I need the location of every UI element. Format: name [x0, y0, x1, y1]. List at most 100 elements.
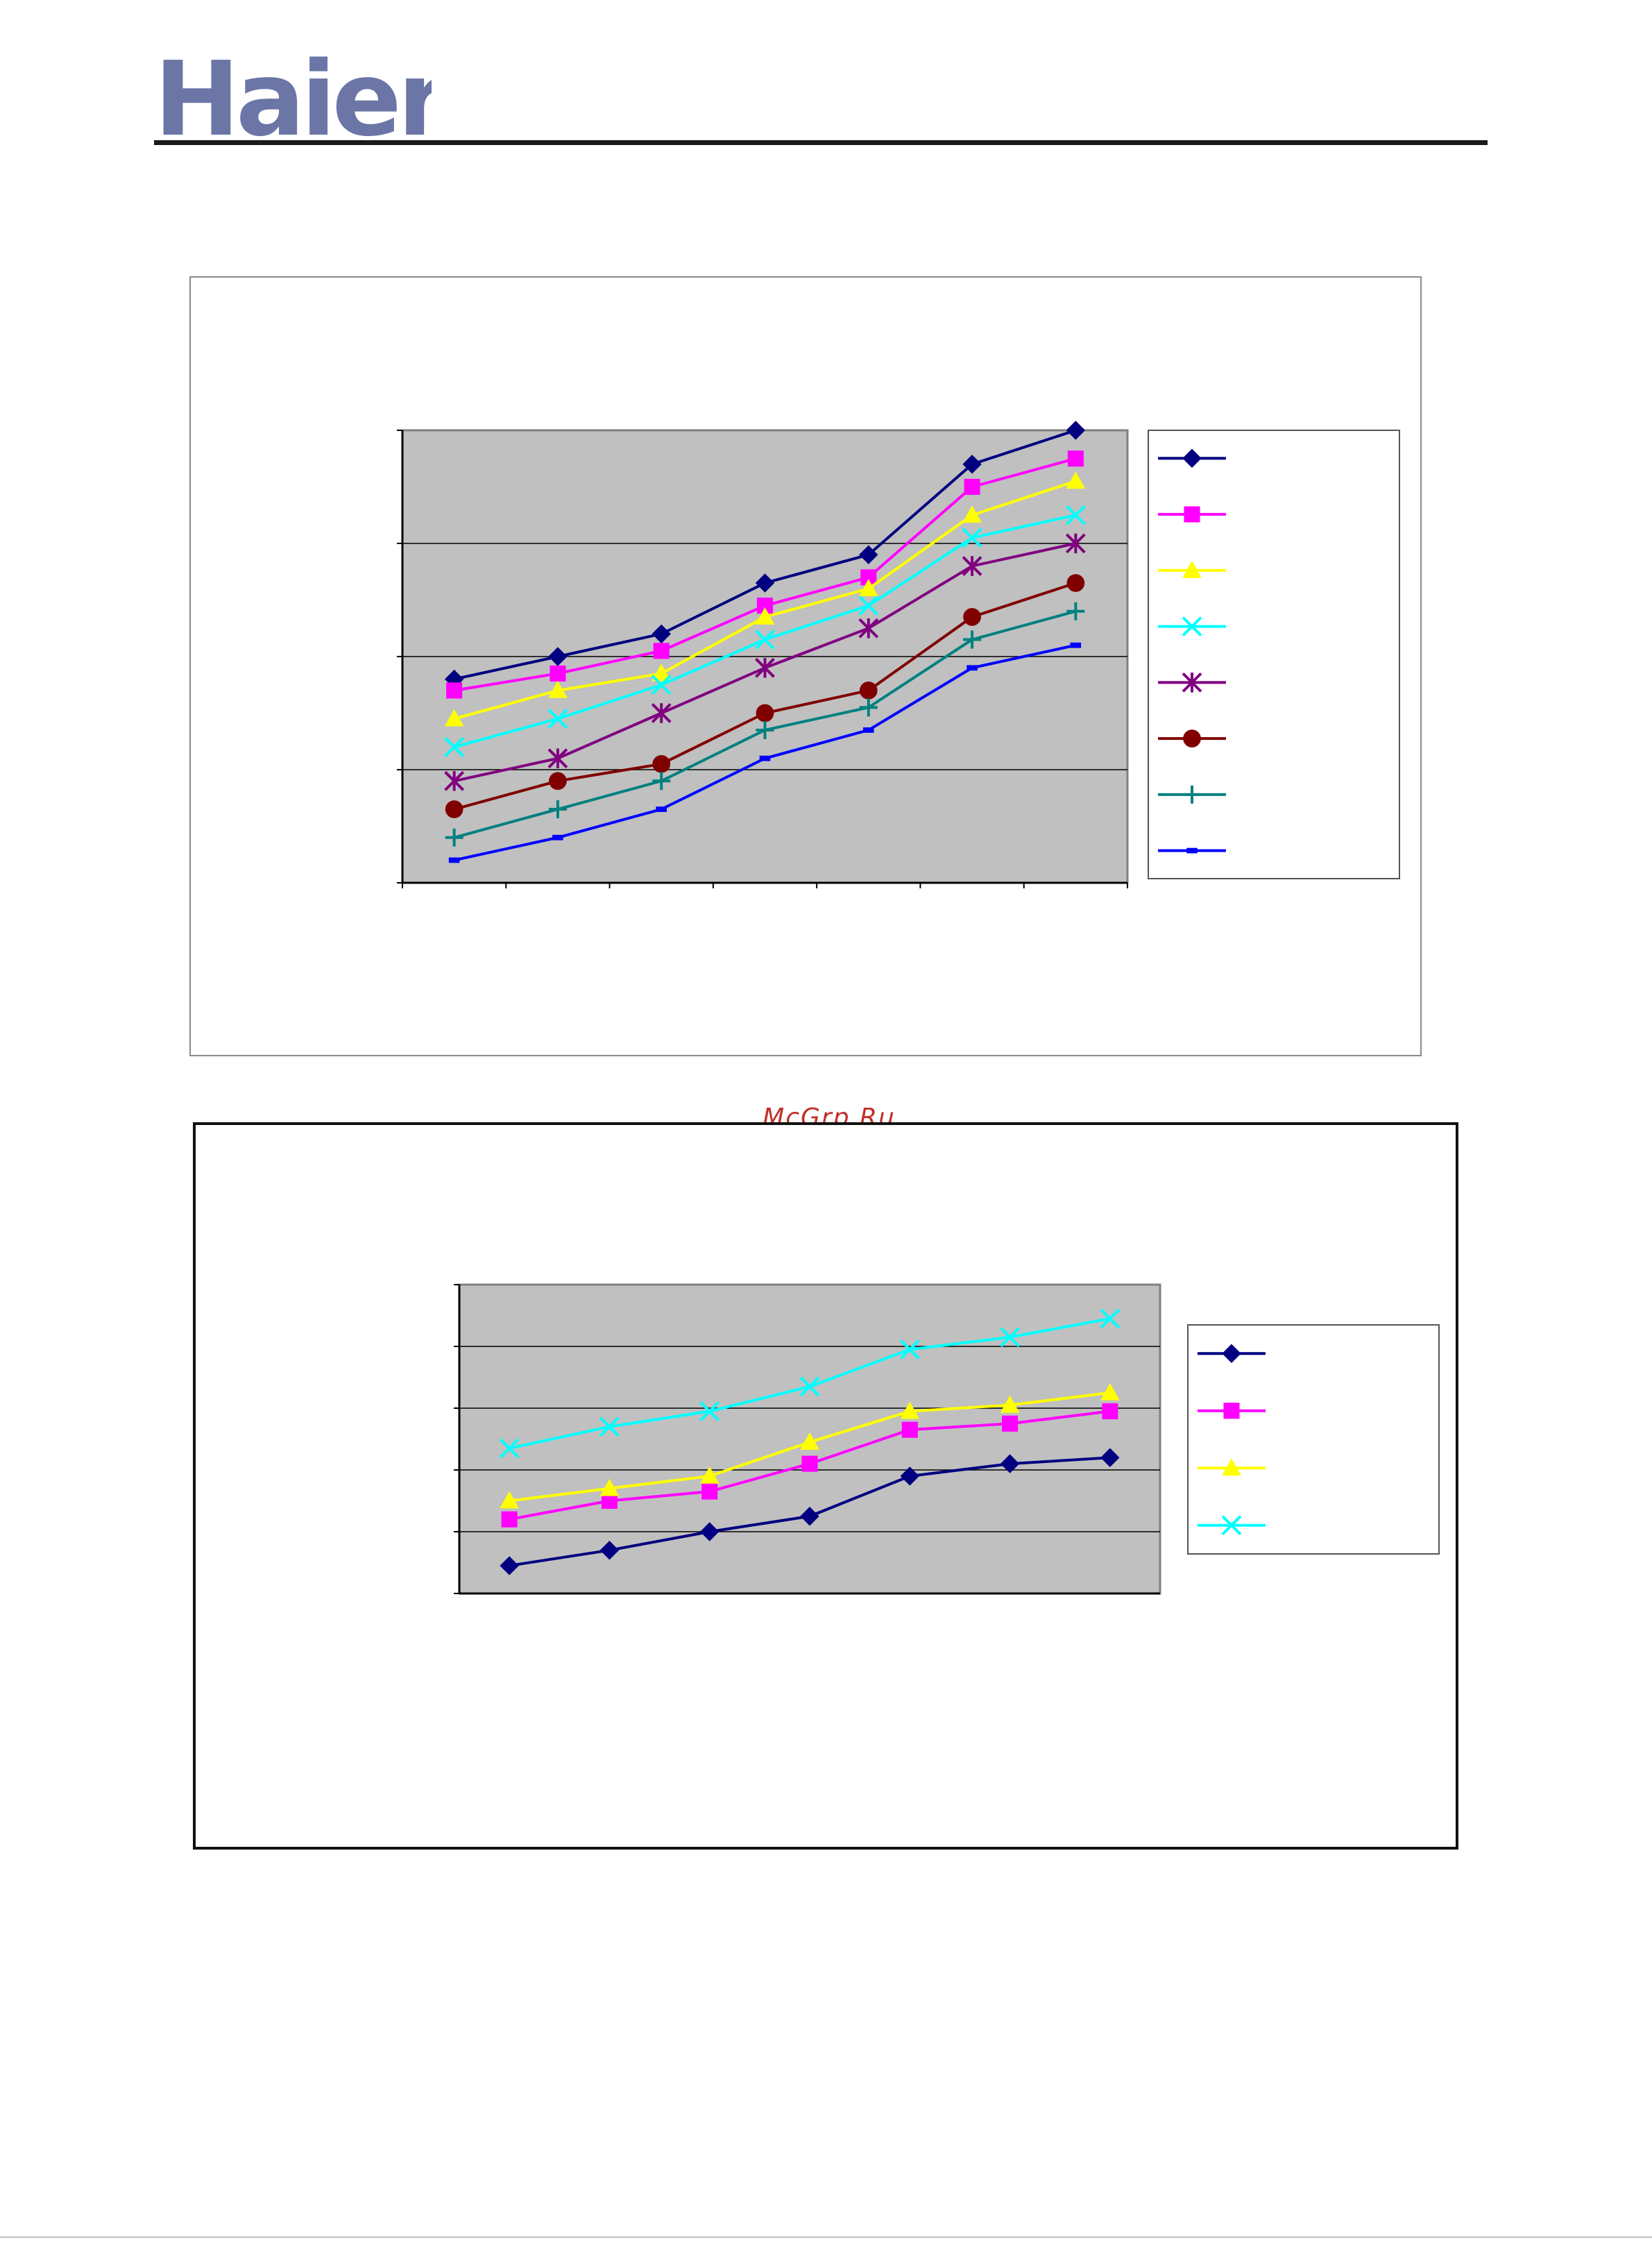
haier-logo: Haier — [154, 50, 432, 147]
legend-marker-3 — [1182, 560, 1202, 578]
legend-entry-4 — [1198, 1515, 1266, 1536]
series-6 — [445, 574, 1085, 818]
series-5-point-4 — [755, 657, 775, 678]
series-2 — [501, 1403, 1118, 1528]
series-3-point-7 — [1066, 471, 1086, 489]
logo-text: Haier — [154, 50, 432, 147]
legend-marker-5 — [1182, 672, 1202, 693]
series-4-point-3 — [699, 1401, 720, 1421]
series-2-point-7 — [1067, 450, 1084, 467]
legend-marker-4 — [1221, 1515, 1242, 1536]
series-2 — [446, 450, 1084, 699]
series-1-point-1 — [500, 1556, 519, 1575]
chart-panel-1 — [189, 276, 1422, 1056]
legend-marker-8 — [1186, 847, 1198, 854]
series-8-point-5 — [862, 727, 874, 733]
series-3 — [444, 471, 1086, 727]
series-1 — [500, 1448, 1120, 1575]
legend-box — [1148, 430, 1400, 879]
header-divider — [154, 140, 1488, 145]
chart-panel-2 — [193, 1122, 1458, 1850]
series-1-point-4 — [800, 1507, 819, 1526]
series-2-point-2 — [550, 665, 566, 682]
series-7-point-1 — [445, 828, 463, 847]
series-1-point-7 — [1066, 421, 1086, 440]
page-bottom-divider — [0, 2236, 1652, 2238]
series-8-point-1 — [448, 857, 460, 863]
series-8-point-4 — [759, 755, 771, 761]
series-2-point-1 — [446, 682, 463, 699]
series-6-point-4 — [756, 704, 774, 722]
series-2-point-3 — [653, 643, 670, 659]
series-7 — [445, 602, 1085, 847]
legend-entry-2 — [1198, 1403, 1266, 1419]
series-6-point-1 — [445, 800, 463, 818]
series-5-point-6 — [962, 556, 982, 577]
series-4-point-6 — [962, 527, 982, 548]
series-4-point-5 — [899, 1339, 920, 1360]
series-5 — [444, 533, 1086, 791]
series-4-point-7 — [1100, 1308, 1121, 1329]
series-2-point-6 — [1002, 1415, 1019, 1432]
series-3-point-5 — [900, 1401, 920, 1419]
series-3-point-1 — [444, 709, 464, 727]
legend-marker-2 — [1184, 506, 1200, 523]
legend-entry-7 — [1158, 785, 1226, 804]
legend-marker-1 — [1182, 448, 1202, 468]
legend — [1187, 1324, 1440, 1555]
legend-entry-3 — [1158, 560, 1226, 578]
line-chart-1 — [397, 421, 1400, 888]
series-7-point-4 — [756, 720, 774, 739]
series-3-point-1 — [500, 1491, 519, 1509]
series-8-point-2 — [552, 834, 563, 840]
series-4-point-3 — [651, 675, 672, 695]
series-3-point-3 — [652, 663, 672, 682]
legend-entry-2 — [1158, 506, 1226, 523]
series-7-point-2 — [548, 800, 567, 819]
series-1-point-6 — [962, 455, 982, 474]
series-7-point-6 — [963, 630, 982, 649]
series-7-point-3 — [652, 772, 671, 790]
series-4-point-6 — [1000, 1327, 1020, 1348]
legend-entry-1 — [1198, 1344, 1266, 1363]
legend-marker-2 — [1223, 1403, 1240, 1419]
series-3-point-6 — [1000, 1395, 1020, 1413]
series-4 — [499, 1308, 1121, 1459]
series-2-point-3 — [701, 1483, 718, 1500]
series-1-point-6 — [1000, 1454, 1020, 1473]
series-1-point-3 — [700, 1522, 719, 1541]
series-4-point-4 — [799, 1376, 820, 1397]
series-1-point-2 — [599, 1540, 620, 1560]
series-1-point-5 — [859, 545, 878, 565]
series-2-point-5 — [901, 1421, 918, 1438]
series-4 — [444, 505, 1086, 757]
legend-marker-4 — [1182, 616, 1202, 637]
series-4-point-1 — [499, 1438, 520, 1459]
series-6-point-5 — [859, 682, 878, 700]
series-6-point-2 — [549, 772, 567, 790]
series-4-point-2 — [599, 1417, 620, 1437]
series-2-point-6 — [964, 478, 980, 496]
series-3-point-6 — [962, 505, 982, 523]
series-7-point-7 — [1066, 602, 1085, 620]
series-4-point-1 — [444, 736, 465, 757]
series-8 — [448, 642, 1082, 863]
legend-entry-3 — [1198, 1458, 1266, 1476]
series-4-point-5 — [858, 595, 879, 616]
series-5-point-5 — [858, 618, 879, 639]
series-3-point-4 — [800, 1432, 819, 1450]
series-3-point-2 — [599, 1478, 620, 1496]
series-3-point-7 — [1100, 1382, 1120, 1401]
series-8-point-3 — [656, 806, 667, 812]
legend-entry-1 — [1158, 448, 1226, 468]
series-1-point-5 — [900, 1466, 919, 1486]
series-1-point-4 — [755, 573, 775, 593]
series-4-point-7 — [1065, 505, 1086, 525]
series-6-point-3 — [652, 755, 671, 773]
series-2-point-4 — [801, 1455, 818, 1472]
series-5-point-7 — [1065, 533, 1086, 554]
legend-entry-4 — [1158, 616, 1226, 637]
series-8-point-6 — [966, 665, 978, 671]
series-2-point-1 — [501, 1511, 518, 1528]
legend-entry-6 — [1158, 729, 1226, 747]
